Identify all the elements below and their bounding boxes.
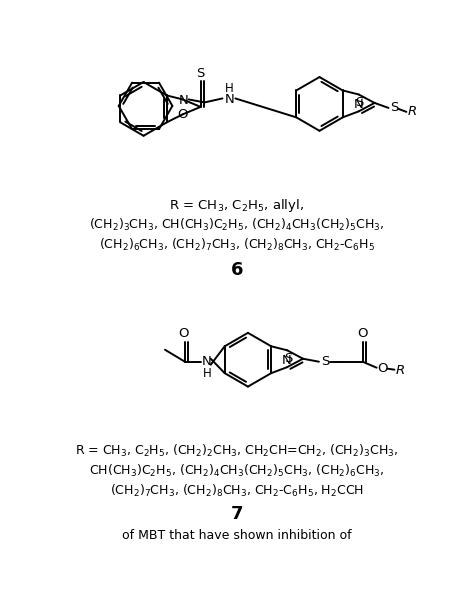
Text: CH(CH$_3$)C$_2$H$_5$, (CH$_2$)$_4$CH$_3$(CH$_2$)$_5$CH$_3$, (CH$_2$)$_6$CH$_3$,: CH(CH$_3$)C$_2$H$_5$, (CH$_2$)$_4$CH$_3$… xyxy=(90,463,384,479)
Text: O: O xyxy=(177,108,188,121)
Text: N: N xyxy=(282,354,292,367)
Text: (CH$_2$)$_6$CH$_3$, (CH$_2$)$_7$CH$_3$, (CH$_2$)$_8$CH$_3$, CH$_2$-C$_6$H$_5$: (CH$_2$)$_6$CH$_3$, (CH$_2$)$_7$CH$_3$, … xyxy=(99,237,375,253)
Text: (CH$_2$)$_7$CH$_3$, (CH$_2$)$_8$CH$_3$, CH$_2$-C$_6$H$_5$, H$_2$CCH: (CH$_2$)$_7$CH$_3$, (CH$_2$)$_8$CH$_3$, … xyxy=(110,483,364,499)
Text: 6: 6 xyxy=(231,261,243,279)
Text: N: N xyxy=(354,98,364,111)
Text: S: S xyxy=(321,355,329,368)
Text: H: H xyxy=(225,82,234,95)
Text: 7: 7 xyxy=(231,505,243,523)
Text: (CH$_2$)$_3$CH$_3$, CH(CH$_3$)C$_2$H$_5$, (CH$_2$)$_4$CH$_3$(CH$_2$)$_5$CH$_3$,: (CH$_2$)$_3$CH$_3$, CH(CH$_3$)C$_2$H$_5$… xyxy=(90,217,384,234)
Text: H: H xyxy=(202,367,211,380)
Text: R = CH$_3$, C$_2$H$_5$, allyl,: R = CH$_3$, C$_2$H$_5$, allyl, xyxy=(170,197,304,214)
Text: S: S xyxy=(356,96,364,109)
Text: of MBT that have shown inhibition of: of MBT that have shown inhibition of xyxy=(122,530,352,543)
Text: N: N xyxy=(179,94,189,107)
Text: N: N xyxy=(202,355,212,368)
Text: S: S xyxy=(196,66,205,80)
Text: R = CH$_3$, C$_2$H$_5$, (CH$_2$)$_2$CH$_3$, CH$_2$CH=CH$_2$, (CH$_2$)$_3$CH$_3$,: R = CH$_3$, C$_2$H$_5$, (CH$_2$)$_2$CH$_… xyxy=(75,443,399,459)
Text: R: R xyxy=(396,364,405,377)
Text: N: N xyxy=(225,93,234,106)
Text: O: O xyxy=(357,327,368,340)
Text: S: S xyxy=(390,101,399,114)
Text: O: O xyxy=(377,362,388,375)
Text: S: S xyxy=(284,352,292,365)
Text: R: R xyxy=(408,105,417,119)
Text: O: O xyxy=(179,327,189,340)
